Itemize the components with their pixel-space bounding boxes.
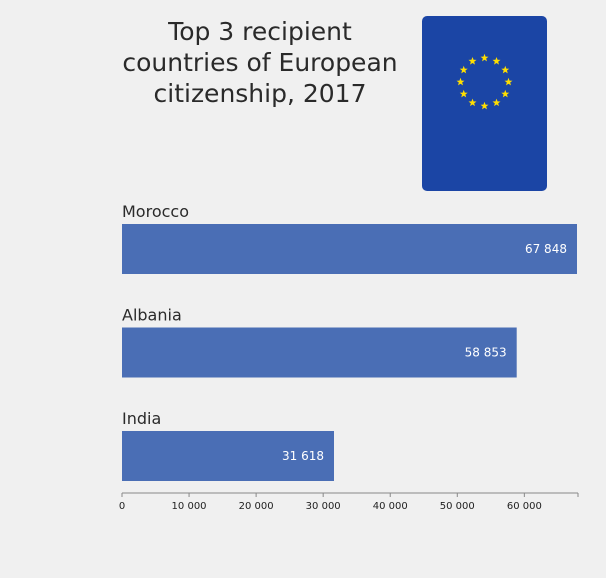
- flag-star: [504, 77, 513, 86]
- x-tick-label: 20 000: [239, 501, 274, 512]
- flag-star: [456, 77, 465, 86]
- x-tick-label: 30 000: [306, 501, 341, 512]
- category-label: Morocco: [122, 202, 189, 221]
- flag-star: [480, 101, 489, 110]
- category-label: India: [122, 409, 161, 428]
- value-label: 67 848: [525, 242, 567, 256]
- bar: [122, 431, 334, 481]
- flag-star: [501, 65, 510, 74]
- x-tick-label: 10 000: [172, 501, 207, 512]
- x-tick-label: 60 000: [507, 501, 542, 512]
- flag-star: [480, 53, 489, 62]
- flag-star: [468, 98, 477, 107]
- flag-star: [459, 65, 468, 74]
- x-tick-label: 0: [119, 501, 125, 512]
- bar: [122, 327, 517, 378]
- flag-star: [468, 57, 477, 65]
- flag-star: [492, 98, 501, 107]
- flag-star: [459, 89, 468, 98]
- value-label: 31 618: [282, 449, 324, 463]
- eu-flag-icon: [422, 16, 547, 191]
- category-label: Albania: [122, 306, 182, 325]
- x-tick-label: 40 000: [373, 501, 408, 512]
- flag-star: [492, 57, 501, 65]
- bar: [122, 224, 577, 274]
- value-label: 58 853: [465, 346, 507, 360]
- x-tick-label: 50 000: [440, 501, 475, 512]
- chart-title: Top 3 recipient countries of European ci…: [122, 17, 398, 108]
- flag-star: [501, 89, 510, 98]
- flag-stars: [456, 53, 513, 110]
